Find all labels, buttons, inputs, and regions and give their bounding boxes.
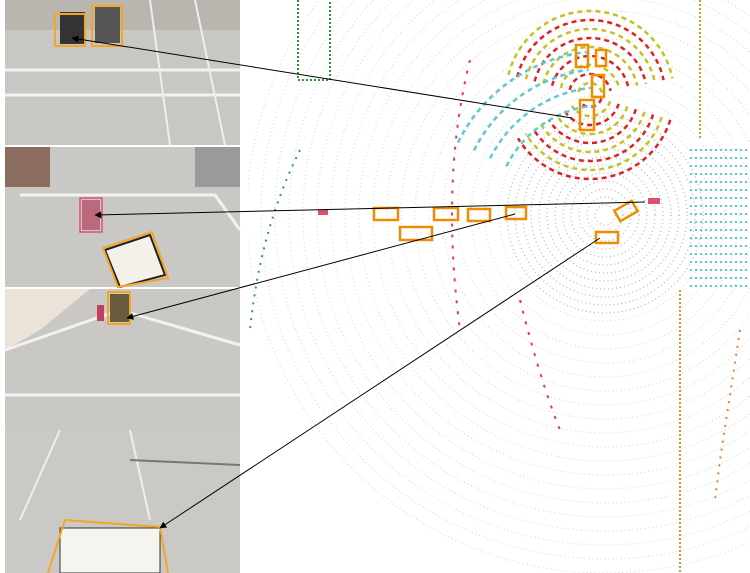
scan-ring [522, 132, 688, 298]
wall-points [519, 299, 561, 431]
scan-ring [330, 0, 750, 490]
scan-ring [554, 164, 656, 266]
object-points [532, 114, 655, 163]
object-points [472, 68, 589, 151]
object-points [559, 63, 621, 90]
scan-ring [570, 180, 640, 250]
scan-ring [274, 0, 750, 546]
object-points [516, 119, 672, 181]
wall-points [297, 0, 331, 81]
object-points [555, 106, 629, 136]
camera-panel-2 [5, 147, 242, 289]
scan-ring [344, 0, 750, 476]
detection-boxes [372, 43, 640, 245]
scan-ring [498, 108, 712, 322]
object-points [568, 72, 612, 92]
scan-ring [538, 148, 672, 282]
scan-ring [288, 0, 750, 532]
scan-ring [442, 52, 750, 378]
scan-ring [358, 0, 750, 462]
scan-ring [316, 0, 750, 504]
scan-ring [414, 24, 750, 406]
object-points [547, 108, 638, 145]
scan-ring [546, 156, 664, 274]
scan-ring [400, 10, 750, 420]
object-points [505, 104, 593, 167]
object-points [515, 18, 665, 81]
object-points [540, 111, 646, 154]
object-points [489, 86, 591, 159]
scan-ring [594, 204, 616, 226]
object-points [507, 9, 674, 79]
object-points [456, 50, 587, 143]
camera-panel-3 [4, 289, 241, 430]
scan-ring [386, 0, 750, 434]
scan-ring [484, 94, 726, 336]
object-points [550, 54, 630, 88]
scan-ring [514, 124, 696, 306]
scan-ring [470, 80, 740, 350]
scan-ring [562, 172, 648, 258]
object-points [524, 116, 663, 172]
wall-points [451, 59, 471, 331]
scan-ring [506, 116, 704, 314]
correspondence-arrows [71, 35, 646, 529]
pedestrian-box [648, 198, 660, 204]
lidar-view [248, 0, 750, 573]
camera-panel-1 [5, 0, 240, 146]
scan-ring [428, 38, 750, 392]
object-points [542, 45, 639, 86]
camera-panel-4 [5, 429, 241, 573]
scan-ring [302, 0, 750, 518]
scan-ring [260, 0, 750, 560]
pedestrian-box [318, 210, 328, 215]
